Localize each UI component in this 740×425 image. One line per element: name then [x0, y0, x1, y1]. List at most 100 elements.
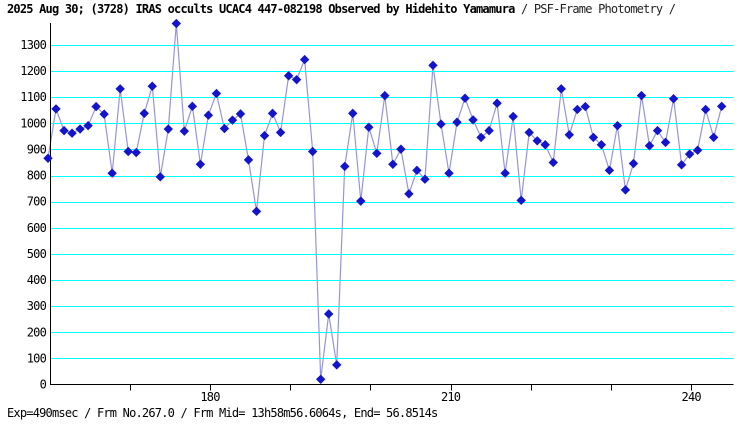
data-point-marker-45 [404, 189, 414, 199]
data-point-marker-6 [91, 101, 101, 112]
data-point-marker-47 [420, 174, 430, 184]
data-point-marker-40 [364, 122, 374, 132]
data-point-marker-19 [195, 159, 206, 170]
chart-title-suffix: / PSF-Frame Photometry / [514, 2, 676, 16]
data-point-marker-21 [211, 88, 222, 99]
data-point-marker-76 [652, 125, 663, 136]
data-point-marker-74 [636, 90, 647, 101]
y-axis-label-1100: 1100 [20, 90, 46, 104]
data-point-marker-7 [99, 109, 109, 119]
data-point-marker-27 [259, 130, 270, 141]
data-point-marker-0 [43, 153, 53, 164]
data-point-marker-5 [83, 120, 93, 131]
status-bar: Exp=490msec / Frm No.267.0 / Frm Mid= 13… [7, 406, 438, 420]
data-point-marker-69 [596, 140, 607, 150]
data-point-marker-43 [388, 159, 398, 170]
data-point-marker-39 [356, 196, 366, 206]
chart-title-main: 2025 Aug 30; (3728) IRAS occults UCAC4 4… [7, 2, 515, 16]
data-point-marker-44 [396, 144, 406, 154]
data-point-marker-79 [676, 160, 687, 170]
data-point-marker-31 [291, 74, 302, 85]
data-point-marker-80 [684, 149, 695, 159]
data-point-marker-53 [468, 115, 478, 125]
data-point-marker-23 [227, 115, 238, 125]
data-point-marker-83 [708, 132, 719, 143]
data-point-marker-11 [131, 147, 141, 158]
data-point-marker-15 [163, 124, 174, 134]
data-point-marker-34 [315, 374, 326, 384]
data-point-marker-61 [532, 136, 542, 146]
data-point-marker-32 [299, 54, 310, 65]
data-point-marker-22 [219, 123, 230, 134]
data-point-marker-33 [307, 146, 318, 157]
data-point-marker-3 [67, 128, 77, 138]
data-point-marker-72 [620, 185, 631, 195]
data-point-marker-10 [123, 146, 133, 157]
data-point-marker-17 [179, 126, 190, 136]
data-point-marker-26 [251, 206, 262, 217]
data-point-marker-68 [588, 132, 599, 143]
data-point-marker-64 [556, 84, 566, 94]
y-axis-label-300: 300 [27, 299, 47, 313]
data-point-marker-16 [171, 18, 182, 29]
data-point-marker-14 [155, 172, 165, 182]
x-axis-label-180: 180 [200, 390, 220, 404]
data-point-marker-73 [628, 158, 639, 169]
data-point-marker-37 [340, 161, 350, 172]
data-point-marker-52 [460, 93, 470, 103]
y-axis-label-800: 800 [27, 169, 47, 183]
data-point-marker-49 [436, 119, 446, 129]
data-point-marker-57 [500, 168, 510, 178]
data-point-marker-81 [692, 145, 703, 155]
data-point-marker-8 [107, 168, 117, 178]
light-curve-line [47, 23, 723, 380]
x-axis-label-240: 240 [682, 390, 702, 404]
data-point-marker-77 [660, 137, 671, 148]
data-point-marker-46 [412, 165, 422, 176]
y-axis-label-1000: 1000 [20, 116, 46, 130]
y-axis-label-1300: 1300 [20, 38, 46, 52]
data-point-marker-54 [476, 132, 486, 143]
data-point-marker-25 [243, 155, 254, 165]
data-point-marker-18 [187, 101, 198, 112]
data-point-marker-56 [492, 98, 502, 108]
data-point-marker-29 [275, 127, 286, 138]
data-point-marker-65 [564, 130, 575, 140]
data-point-marker-66 [572, 104, 583, 115]
chart-title: 2025 Aug 30; (3728) IRAS occults UCAC4 4… [7, 2, 676, 16]
data-point-marker-70 [604, 165, 615, 176]
y-axis-label-1200: 1200 [20, 64, 46, 78]
data-point-marker-84 [716, 101, 727, 112]
y-axis-label-400: 400 [27, 273, 47, 287]
data-point-marker-28 [267, 108, 278, 119]
data-point-marker-13 [147, 81, 157, 91]
y-axis-label-900: 900 [27, 142, 47, 156]
data-point-marker-1 [51, 104, 61, 114]
data-point-marker-2 [59, 125, 69, 136]
y-axis-label-100: 100 [27, 351, 47, 365]
data-point-marker-58 [508, 111, 518, 122]
y-axis-label-200: 200 [27, 325, 47, 339]
data-point-marker-24 [235, 109, 246, 119]
data-point-marker-62 [540, 140, 550, 150]
data-point-marker-50 [444, 168, 454, 178]
y-axis-label-500: 500 [27, 247, 47, 261]
data-point-marker-9 [115, 84, 125, 94]
y-axis-label-600: 600 [27, 221, 47, 235]
x-axis-label-210: 210 [441, 390, 461, 404]
y-axis-label-700: 700 [27, 195, 47, 209]
data-point-marker-60 [524, 127, 534, 138]
data-point-marker-59 [516, 195, 526, 206]
data-point-marker-30 [283, 71, 294, 81]
data-point-marker-36 [332, 360, 342, 370]
data-point-marker-38 [348, 108, 358, 119]
data-point-marker-82 [700, 104, 711, 115]
data-point-marker-67 [580, 101, 591, 112]
data-point-marker-20 [203, 110, 214, 120]
data-point-marker-71 [612, 120, 623, 131]
data-point-marker-55 [484, 125, 494, 136]
data-point-marker-35 [323, 309, 334, 319]
data-point-marker-75 [644, 141, 655, 151]
